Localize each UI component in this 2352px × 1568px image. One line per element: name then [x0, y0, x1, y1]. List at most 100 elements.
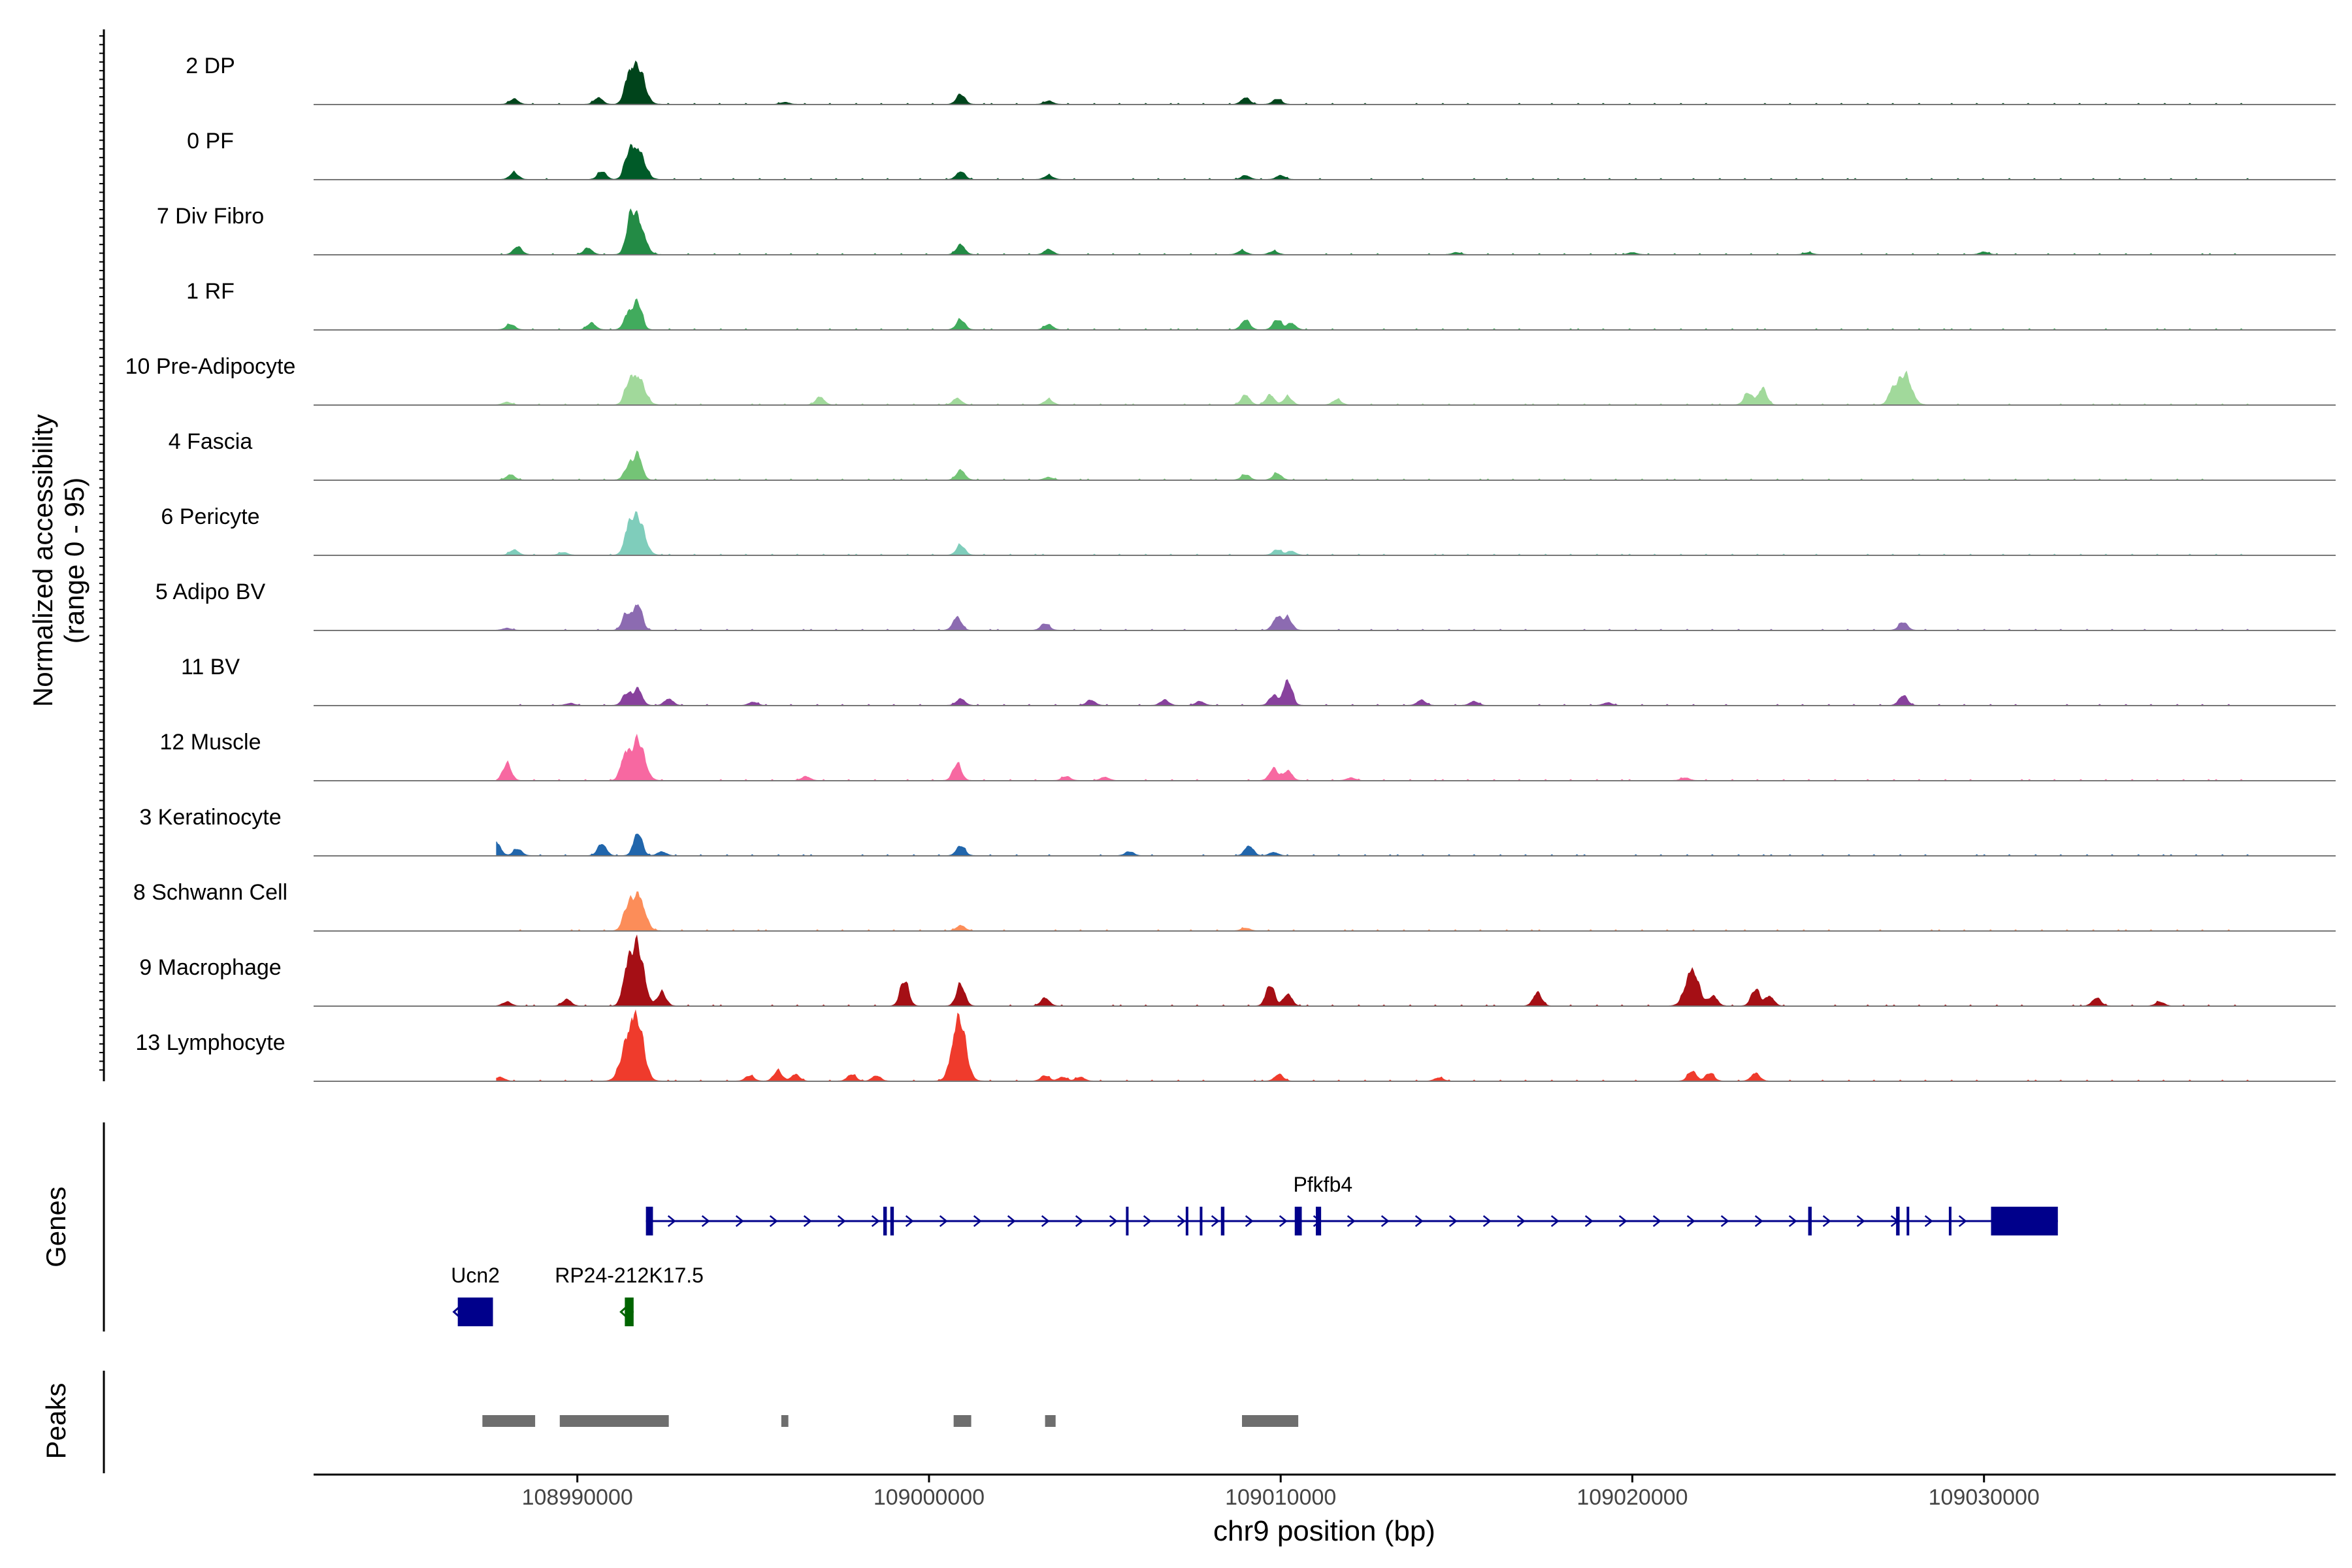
coverage-area: [496, 679, 2252, 706]
gene-exon: [1896, 1207, 1900, 1235]
coverage-area: [496, 604, 2252, 631]
strand-arrow: [1245, 1215, 1254, 1227]
x-tick-label: 109020000: [1576, 1485, 1688, 1510]
gene-label: Ucn2: [451, 1264, 500, 1287]
track-11: 3 Keratinocyte: [139, 805, 2336, 857]
peak-region: [482, 1415, 536, 1427]
peak-region: [1045, 1415, 1056, 1427]
track-8: 5 Adipo BV: [155, 580, 2336, 631]
gene-pfkfb4: Pfkfb4: [645, 1173, 2058, 1235]
strand-arrow: [1448, 1215, 1458, 1227]
strand-arrow: [667, 1215, 676, 1227]
strand-arrow: [1380, 1215, 1390, 1227]
x-tick-label: 109000000: [874, 1485, 985, 1510]
track-label: 6 Pericyte: [161, 504, 259, 529]
gene-label: RP24-212K17.5: [555, 1264, 704, 1287]
track-label: 8 Schwann Cell: [133, 880, 287, 905]
gene-exon: [1991, 1207, 2058, 1235]
gene-exon: [890, 1207, 894, 1235]
coverage-area: [496, 450, 2252, 481]
coverage-area: [496, 1009, 2252, 1082]
gene-exon: [1316, 1207, 1322, 1235]
gene-exon: [1906, 1207, 1910, 1235]
gene-exon: [1126, 1207, 1129, 1235]
x-axis: 108990000 109000000 109010000 109020000 1090…: [314, 1473, 2336, 1510]
track-9: 11 BV: [181, 655, 2336, 706]
peak-regions: [482, 1415, 1299, 1427]
coverage-area: [496, 734, 2252, 781]
gene-exon: [457, 1298, 493, 1326]
strand-arrow: [939, 1215, 948, 1227]
strand-arrow: [1652, 1215, 1661, 1227]
strand-arrow: [1482, 1215, 1492, 1227]
track-label: 2 DP: [186, 54, 235, 78]
x-axis-label: chr9 position (bp): [1213, 1515, 1435, 1547]
strand-arrow: [1007, 1215, 1016, 1227]
track-label: 13 Lymphocyte: [135, 1030, 285, 1055]
coverage-area: [496, 208, 2252, 255]
coverage-y-axis: [99, 29, 105, 1081]
strand-arrow: [871, 1215, 880, 1227]
gene-exon: [625, 1298, 634, 1326]
coverage-area: [496, 144, 2252, 180]
y-axis-label: Normalized accessibility: [27, 414, 58, 707]
coverage-area: [496, 511, 2252, 556]
track-7: 6 Pericyte: [161, 504, 2336, 556]
strand-arrow: [1822, 1215, 1831, 1227]
strand-arrow: [452, 1305, 461, 1319]
track-label: 5 Adipo BV: [155, 580, 266, 604]
strand-arrow: [1211, 1215, 1220, 1227]
strand-arrow: [769, 1215, 778, 1227]
strand-arrow: [1958, 1215, 1967, 1227]
track-label: 0 PF: [187, 129, 234, 154]
track-label: 7 Div Fibro: [157, 204, 264, 229]
y-axis-label-range: (range 0 - 95): [59, 478, 90, 644]
strand-arrow: [619, 1305, 629, 1319]
gene-exon: [1808, 1207, 1812, 1235]
gene-ucn2: Ucn2: [451, 1264, 500, 1326]
gene-exon: [1220, 1207, 1225, 1235]
genes-panel-label: Genes: [41, 1186, 71, 1267]
peak-region: [781, 1415, 789, 1427]
strand-arrow: [1686, 1215, 1695, 1227]
strand-arrow: [1720, 1215, 1729, 1227]
x-tick-label: 109030000: [1929, 1485, 2040, 1510]
track-5: 10 Pre-Adipocyte: [125, 354, 2336, 406]
coverage-area: [496, 934, 2252, 1007]
strand-arrow: [1856, 1215, 1865, 1227]
coverage-tracks: 2 DP 0 PF 7 Div Fibro 1 RF 10 Pre-Adipocyte 4…: [125, 54, 2336, 1082]
track-4: 1 RF: [186, 279, 2336, 331]
strand-arrow: [1618, 1215, 1627, 1227]
track-13: 9 Macrophage: [139, 934, 2336, 1007]
x-tick-label: 109010000: [1225, 1485, 1336, 1510]
gene-exon: [1294, 1207, 1302, 1235]
coverage-area: [496, 833, 2252, 857]
track-3: 7 Div Fibro: [157, 204, 2336, 255]
strand-arrow: [701, 1215, 710, 1227]
track-1: 2 DP: [186, 54, 2336, 105]
coverage-area: [496, 298, 2252, 331]
track-label: 9 Macrophage: [139, 955, 281, 980]
track-14: 13 Lymphocyte: [135, 1009, 2336, 1082]
strand-arrow: [1924, 1215, 1933, 1227]
strand-arrow: [1279, 1215, 1288, 1227]
track-6: 4 Fascia: [169, 429, 2336, 481]
strand-arrow: [905, 1215, 914, 1227]
coverage-area: [496, 60, 2252, 105]
coverage-area: [496, 370, 2252, 406]
gene-exon: [1185, 1207, 1188, 1235]
gene-exon: [883, 1207, 887, 1235]
strand-arrow: [735, 1215, 744, 1227]
track-label: 4 Fascia: [169, 429, 253, 454]
track-10: 12 Muscle: [160, 730, 2336, 781]
strand-arrow: [1516, 1215, 1526, 1227]
strand-arrow: [837, 1215, 846, 1227]
peak-region: [1242, 1415, 1299, 1427]
strand-arrow: [1584, 1215, 1593, 1227]
track-12: 8 Schwann Cell: [133, 880, 2336, 932]
strand-arrow: [1041, 1215, 1050, 1227]
strand-arrow: [1109, 1215, 1118, 1227]
track-label: 11 BV: [181, 655, 240, 679]
strand-arrow: [803, 1215, 812, 1227]
